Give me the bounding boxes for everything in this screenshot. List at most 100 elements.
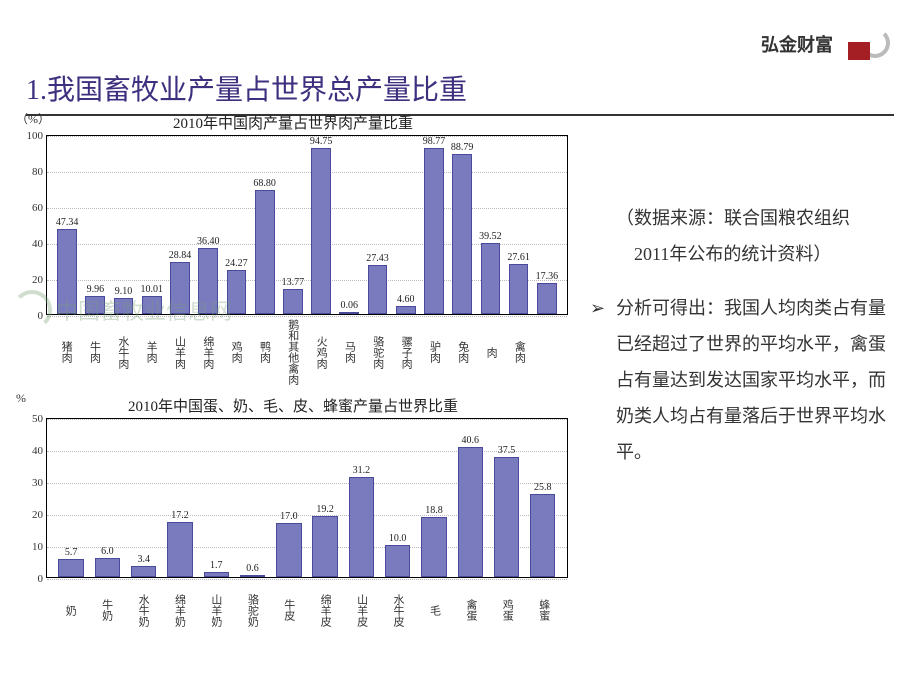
source-l2: 2011年公布的统计资料） bbox=[616, 244, 831, 264]
x-category-label: 兔肉 bbox=[449, 315, 477, 385]
bar-value-label: 27.43 bbox=[366, 253, 389, 264]
bar-value-label: 27.61 bbox=[507, 252, 530, 263]
x-category-label: 绵羊皮 bbox=[307, 578, 343, 638]
bar-value-label: 47.34 bbox=[56, 217, 79, 228]
y-tick: 80 bbox=[19, 166, 43, 178]
bar: 17.36 bbox=[533, 136, 561, 314]
bar: 0.6 bbox=[234, 419, 270, 577]
x-category-label: 水牛奶 bbox=[125, 578, 161, 638]
bar-value-label: 10.0 bbox=[389, 533, 407, 544]
bar-value-label: 40.6 bbox=[461, 435, 479, 446]
x-category-label: 水牛皮 bbox=[380, 578, 416, 638]
x-category-label: 火鸡肉 bbox=[307, 315, 335, 385]
x-category-label: 牛奶 bbox=[88, 578, 124, 638]
x-category-label: 山羊奶 bbox=[198, 578, 234, 638]
bar: 40.6 bbox=[452, 419, 488, 577]
bar: 9.96 bbox=[81, 136, 109, 314]
x-category-label: 禽蛋 bbox=[453, 578, 489, 638]
bar: 18.8 bbox=[416, 419, 452, 577]
bar: 37.5 bbox=[488, 419, 524, 577]
chart1-title: 2010年中国肉产量占世界肉产量比重 bbox=[18, 112, 568, 133]
bar-value-label: 94.75 bbox=[310, 136, 333, 147]
x-category-label: 山羊肉 bbox=[165, 315, 193, 385]
bar: 39.52 bbox=[476, 136, 504, 314]
bar-value-label: 4.60 bbox=[397, 294, 415, 305]
page-title: 1.我国畜牧业产量占世界总产量比重 bbox=[26, 68, 894, 108]
bar-value-label: 31.2 bbox=[353, 465, 371, 476]
x-category-label: 牛肉 bbox=[80, 315, 108, 385]
chart1-plot: 02040608010047.349.969.1010.0128.8436.40… bbox=[46, 135, 568, 315]
x-category-label: 骆驼肉 bbox=[364, 315, 392, 385]
chart-other: % 2010年中国蛋、奶、毛、皮、蜂蜜产量占世界比重 010203040505.… bbox=[18, 395, 568, 638]
bar-value-label: 17.2 bbox=[171, 510, 189, 521]
x-category-label: 禽肉 bbox=[505, 315, 533, 385]
x-category-label: 马肉 bbox=[335, 315, 363, 385]
bar-value-label: 36.40 bbox=[197, 236, 220, 247]
bar-value-label: 5.7 bbox=[65, 547, 78, 558]
bar: 0.06 bbox=[335, 136, 363, 314]
charts-column: （%） 2010年中国肉产量占世界肉产量比重 02040608010047.34… bbox=[18, 112, 568, 646]
bar-value-label: 28.84 bbox=[169, 250, 192, 261]
title-bar: 1.我国畜牧业产量占世界总产量比重 bbox=[26, 68, 894, 116]
x-category-label: 驴肉 bbox=[420, 315, 448, 385]
x-category-label: 山羊皮 bbox=[343, 578, 379, 638]
bar-value-label: 39.52 bbox=[479, 231, 502, 242]
source-l1: （数据来源：联合国粮农组织 bbox=[616, 208, 850, 228]
bar: 31.2 bbox=[343, 419, 379, 577]
bar: 3.4 bbox=[126, 419, 162, 577]
x-category-label bbox=[534, 315, 562, 385]
bar-value-label: 18.8 bbox=[425, 505, 443, 516]
bar: 17.0 bbox=[271, 419, 307, 577]
bar: 5.7 bbox=[53, 419, 89, 577]
sidebar-text: （数据来源：联合国粮农组织 2011年公布的统计资料） ➢ 分析可得出：我国人均… bbox=[590, 200, 890, 470]
bar-value-label: 9.96 bbox=[87, 284, 105, 295]
chart2-ylabel: % bbox=[16, 391, 26, 406]
bar: 68.80 bbox=[251, 136, 279, 314]
y-tick: 0 bbox=[19, 310, 43, 322]
bullet-arrow-icon: ➢ bbox=[590, 290, 608, 470]
bar: 10.0 bbox=[380, 419, 416, 577]
bar: 1.7 bbox=[198, 419, 234, 577]
bar-value-label: 10.01 bbox=[141, 284, 164, 295]
bar-value-label: 25.8 bbox=[534, 482, 552, 493]
bar-value-label: 98.77 bbox=[423, 136, 446, 147]
y-tick: 10 bbox=[19, 541, 43, 553]
bar-value-label: 88.79 bbox=[451, 142, 474, 153]
x-category-label: 猪肉 bbox=[52, 315, 80, 385]
bar-value-label: 9.10 bbox=[115, 286, 133, 297]
x-category-label: 毛 bbox=[416, 578, 452, 638]
y-tick: 20 bbox=[19, 509, 43, 521]
x-category-label: 鸡蛋 bbox=[489, 578, 525, 638]
bar: 98.77 bbox=[420, 136, 448, 314]
bar: 9.10 bbox=[109, 136, 137, 314]
bar: 27.61 bbox=[505, 136, 533, 314]
x-category-label: 鸭肉 bbox=[250, 315, 278, 385]
bar: 4.60 bbox=[392, 136, 420, 314]
x-category-label: 羊肉 bbox=[137, 315, 165, 385]
y-tick: 0 bbox=[19, 573, 43, 585]
bar-value-label: 3.4 bbox=[137, 554, 150, 565]
bar-value-label: 24.27 bbox=[225, 258, 248, 269]
bar-value-label: 0.6 bbox=[246, 563, 259, 574]
x-category-label: 水牛肉 bbox=[109, 315, 137, 385]
y-tick: 20 bbox=[19, 274, 43, 286]
bar-value-label: 1.7 bbox=[210, 560, 223, 571]
chart2-title: 2010年中国蛋、奶、毛、皮、蜂蜜产量占世界比重 bbox=[18, 395, 568, 416]
x-category-label: 绵羊奶 bbox=[161, 578, 197, 638]
bar: 13.77 bbox=[279, 136, 307, 314]
bar: 88.79 bbox=[448, 136, 476, 314]
chart2-plot: 010203040505.76.03.417.21.70.617.019.231… bbox=[46, 418, 568, 578]
chart-meat: （%） 2010年中国肉产量占世界肉产量比重 02040608010047.34… bbox=[18, 112, 568, 385]
analysis-bullet: ➢ 分析可得出：我国人均肉类占有量已经超过了世界的平均水平，禽蛋占有量达到发达国… bbox=[590, 290, 890, 470]
bar: 47.34 bbox=[53, 136, 81, 314]
y-tick: 40 bbox=[19, 238, 43, 250]
analysis-text: 分析可得出：我国人均肉类占有量已经超过了世界的平均水平，禽蛋占有量达到发达国家平… bbox=[616, 290, 890, 470]
x-category-label: 骆驼奶 bbox=[234, 578, 270, 638]
x-category-label: 骡子肉 bbox=[392, 315, 420, 385]
data-source: （数据来源：联合国粮农组织 2011年公布的统计资料） bbox=[590, 200, 890, 272]
header: 弘金财富 bbox=[761, 28, 890, 60]
bar: 6.0 bbox=[89, 419, 125, 577]
brand-label: 弘金财富 bbox=[761, 31, 833, 57]
bar: 17.2 bbox=[162, 419, 198, 577]
bar-value-label: 68.80 bbox=[253, 178, 276, 189]
